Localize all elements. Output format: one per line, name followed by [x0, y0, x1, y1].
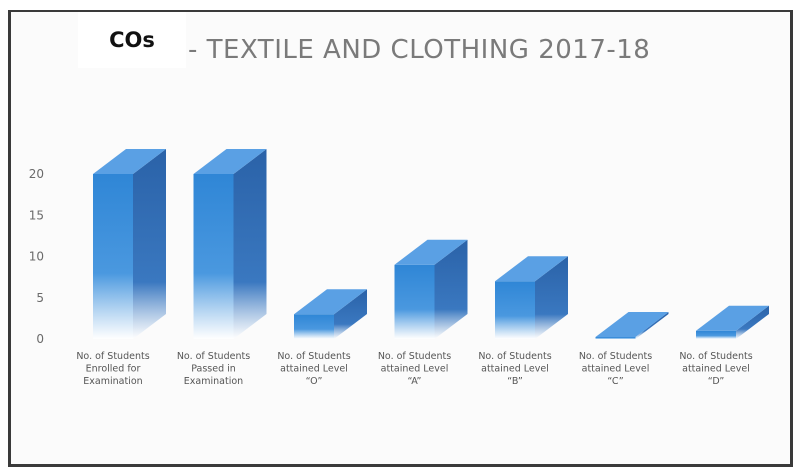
- category-label: “A”: [408, 376, 422, 387]
- category-label: No. of Students: [478, 351, 551, 362]
- category-label: No. of Students: [177, 351, 250, 362]
- bar-front: [394, 264, 435, 339]
- bar-side: [635, 312, 669, 339]
- bar: [696, 305, 769, 339]
- bar-top: [495, 256, 568, 282]
- bar-front: [294, 314, 334, 339]
- category-label: No. of Students: [579, 351, 652, 362]
- bar-side: [736, 305, 769, 339]
- category-label: No. of Students: [76, 351, 149, 362]
- y-tick-label: 20: [29, 167, 44, 181]
- category-label: “C”: [607, 376, 623, 387]
- category-label: “B”: [507, 376, 523, 387]
- bar: [294, 289, 367, 339]
- y-tick-label: 5: [36, 291, 44, 305]
- bar: [93, 149, 166, 339]
- bar: [595, 312, 669, 339]
- bar: [193, 149, 267, 339]
- bar-front: [595, 337, 636, 339]
- bar-side: [535, 256, 568, 339]
- bar-top: [93, 149, 166, 174]
- chart-title: - TEXTILE AND CLOTHING 2017-18: [188, 35, 651, 65]
- category-label: attained Level: [582, 364, 650, 375]
- bar-front: [696, 330, 736, 339]
- bar-side: [133, 149, 166, 339]
- bar-front: [495, 281, 535, 339]
- bar-side: [434, 239, 468, 339]
- category-label: “D”: [708, 376, 725, 387]
- bar: [394, 239, 468, 339]
- y-tick-label: 10: [29, 250, 44, 264]
- category-label: Enrolled for: [86, 364, 141, 375]
- bar-side: [233, 149, 267, 339]
- category-label: No. of Students: [378, 351, 451, 362]
- y-tick-label: 0: [36, 332, 44, 346]
- category-label: Passed in: [191, 364, 236, 375]
- bar-top: [595, 312, 669, 337]
- category-label: attained Level: [682, 364, 750, 375]
- bar-front: [193, 174, 234, 339]
- category-label: attained Level: [280, 364, 348, 375]
- bar-top: [294, 289, 367, 315]
- category-label: “O”: [306, 376, 323, 387]
- bar-top: [394, 239, 468, 265]
- category-label: attained Level: [481, 364, 549, 375]
- category-label: Examination: [184, 376, 243, 387]
- bar: [495, 256, 568, 339]
- category-label: attained Level: [381, 364, 449, 375]
- y-tick-label: 15: [29, 208, 44, 222]
- bar-top: [696, 305, 769, 331]
- cos-label: COs: [78, 12, 186, 68]
- bar-top: [193, 149, 267, 174]
- bar-front: [93, 174, 133, 339]
- bar-side: [334, 289, 367, 339]
- category-label: No. of Students: [277, 351, 350, 362]
- category-label: No. of Students: [679, 351, 752, 362]
- category-label: Examination: [83, 376, 142, 387]
